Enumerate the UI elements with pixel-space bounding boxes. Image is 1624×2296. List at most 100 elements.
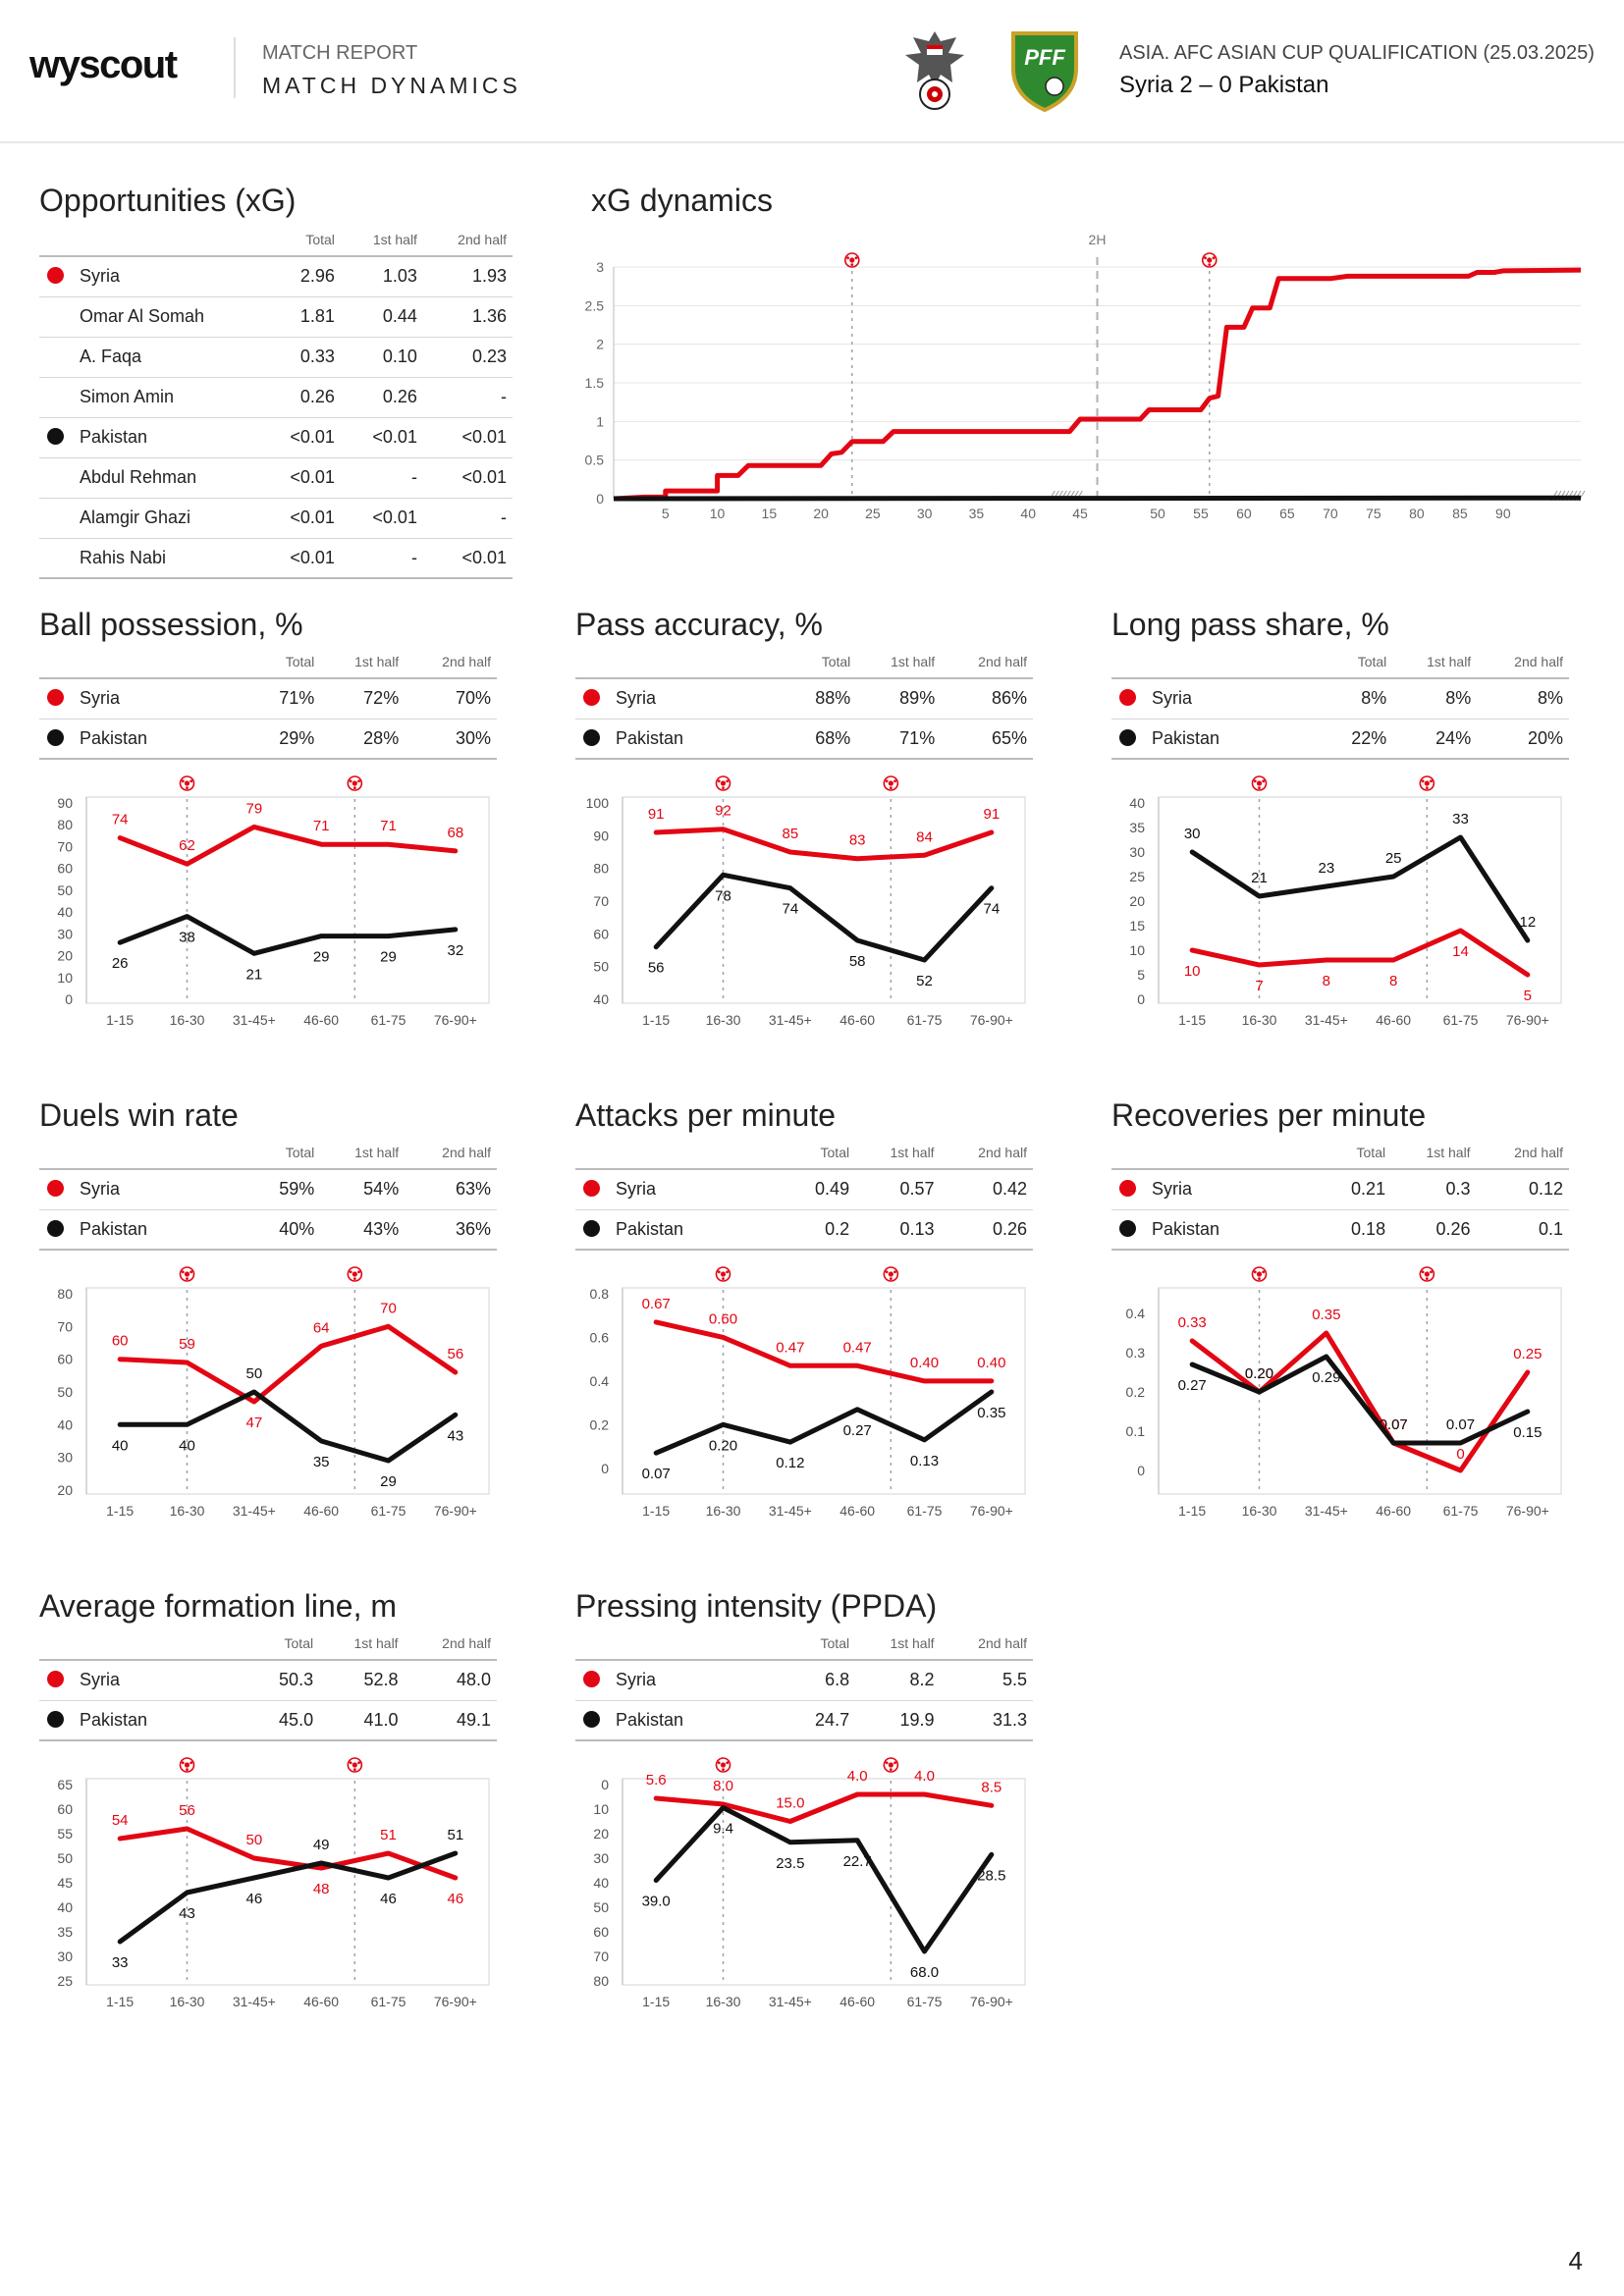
second-half-value: 86% (941, 678, 1033, 720)
syria-data-label: 71 (380, 818, 397, 834)
x-tick-label: 60 (1236, 506, 1252, 521)
y-tick-label: 0 (1137, 991, 1145, 1007)
y-tick-label: 25 (1129, 869, 1145, 884)
y-tick-label: 70 (57, 838, 73, 854)
pakistan-line (653, 1805, 995, 1954)
y-tick-label: 20 (593, 1826, 609, 1842)
x-tick-label: 20 (813, 506, 829, 521)
pakistan-data-label: 0.15 (1513, 1424, 1542, 1441)
ppda-svg: 0 10 20 30 40 50 60 70 80 1-15 16-30 31-45+ 46-60 61-… (593, 1757, 1026, 2009)
table-header-second-half: 2nd half (941, 654, 1033, 679)
y-tick-label: 50 (57, 1850, 73, 1866)
table-row: Alamgir Ghazi <0.01 <0.01- (39, 498, 513, 539)
pass-accuracy-chart: 40 50 60 70 80 90 100 1-15 16-30 31-45+ 46-60 61-75… (568, 775, 1058, 1041)
pff-badge-text: PFF (1024, 45, 1065, 70)
team-name: Pakistan (616, 1218, 684, 1239)
table-header-second-half: 2nd half (404, 1635, 497, 1661)
second-half-value: 70% (405, 678, 497, 720)
pakistan-data-label: 0.07 (1380, 1416, 1408, 1433)
possession-table: Total 1st half 2nd half Syria 71% 72% 70% Pakis… (39, 654, 497, 760)
y-tick-label: 40 (57, 1416, 73, 1432)
syria-data-label: 5 (1524, 988, 1532, 1004)
first-half-value: 0.26 (1391, 1209, 1477, 1251)
y-tick-label: 0.4 (590, 1373, 610, 1389)
y-tick-label: 50 (593, 1899, 609, 1915)
report-kicker: MATCH REPORT (262, 42, 418, 64)
table-row: Syria 71% 72% 70% (39, 678, 497, 720)
total-value: 0.18 (1323, 1209, 1392, 1251)
syria-data-label: 46 (447, 1891, 463, 1907)
x-tick-label: 76-90+ (434, 1012, 477, 1028)
x-tick-label: 31-45+ (233, 1994, 276, 2009)
opportunities-table: Total 1st half 2nd half Syria 2.96 1.03 1.93 Om… (39, 232, 513, 579)
first-half-value: 24% (1392, 719, 1478, 760)
total-value: 88% (786, 678, 857, 720)
x-tick-label: 16-30 (706, 1994, 741, 2009)
syria-data-label: 8 (1389, 973, 1397, 989)
x-tick-label: 70 (1323, 506, 1338, 521)
first-half-value: 72% (320, 678, 406, 720)
total-value: 40% (250, 1209, 321, 1251)
total-value: 0.33 (257, 337, 341, 378)
second-half-value: 0.1 (1476, 1209, 1569, 1251)
x-tick-label: 76-90+ (970, 1503, 1013, 1519)
pakistan-data-label: 40 (179, 1437, 195, 1454)
pakistan-data-label: 21 (1251, 870, 1268, 886)
syria-data-label: 68 (447, 825, 463, 841)
x-tick-label: 61-75 (1443, 1012, 1479, 1028)
goal-soccer-ball-icon (347, 1266, 363, 1282)
x-tick-label: 76-90+ (434, 1503, 477, 1519)
goal-soccer-ball-icon (843, 252, 860, 268)
y-tick-label: 40 (57, 1899, 73, 1915)
y-tick-label: 50 (57, 1384, 73, 1400)
table-row: Syria 0.21 0.3 0.12 (1111, 1169, 1569, 1210)
table-header-name (39, 654, 251, 679)
total-value: 71% (250, 678, 321, 720)
y-tick-label: 70 (593, 1949, 609, 1964)
x-tick-label: 31-45+ (1305, 1503, 1348, 1519)
pakistan-data-label: 0.07 (642, 1466, 671, 1482)
team-name: Pakistan (1152, 1218, 1220, 1239)
y-tick-label: 40 (593, 991, 609, 1007)
pakistan-data-label: 49 (313, 1837, 330, 1853)
goal-soccer-ball-icon (715, 1757, 731, 1773)
ppda-chart: 0 10 20 30 40 50 60 70 80 1-15 16-30 31-45+ 46-60 61-… (568, 1757, 1058, 2022)
pff-crest-icon: PFF (1005, 26, 1084, 114)
y-tick-label: 1 (596, 413, 604, 429)
y-tick-label: 45 (57, 1875, 73, 1891)
long-pass-svg: 0 5 10 15 20 25 30 35 40 1-15 16-30 31-45+ 46-60 61-7… (1129, 775, 1562, 1028)
total-value: <0.01 (257, 538, 341, 579)
syria-data-label: 0.40 (977, 1355, 1005, 1371)
pakistan-data-label: 68.0 (910, 1964, 939, 1981)
pakistan-data-label: 58 (849, 953, 866, 970)
syria-data-label: 15.0 (776, 1795, 804, 1812)
pakistan-data-label: 30 (1184, 826, 1201, 842)
x-tick-label: 61-75 (371, 1503, 406, 1519)
goal-soccer-ball-icon (1251, 775, 1268, 791)
total-value: 2.96 (257, 256, 341, 297)
syria-data-label: 84 (916, 828, 933, 845)
y-tick-label: 2 (596, 337, 604, 352)
x-tick-label: 76-90+ (970, 1994, 1013, 2009)
goal-soccer-ball-icon (179, 1757, 195, 1773)
y-tick-label: 0.4 (1126, 1306, 1146, 1321)
syria-data-label: 0.20 (1245, 1365, 1273, 1382)
goal-soccer-ball-icon (883, 1266, 899, 1282)
second-half-value: - (422, 498, 513, 539)
pakistan-data-label: 22.7 (843, 1853, 872, 1870)
player-name: Simon Amin (80, 387, 175, 406)
y-tick-label: 90 (593, 828, 609, 843)
table-row: Syria 2.96 1.03 1.93 (39, 256, 513, 297)
x-tick-label: 61-75 (907, 1503, 943, 1519)
team-name: Pakistan (80, 1709, 148, 1730)
team-name: Pakistan (80, 427, 148, 447)
section-title-formation: Average formation line, m (39, 1588, 398, 1624)
table-row: Pakistan 45.0 41.0 49.1 (39, 1700, 497, 1741)
pakistan-data-label: 29 (380, 949, 397, 966)
y-tick-label: 0.5 (585, 453, 605, 468)
attacks-table: Total 1st half 2nd half Syria 0.49 0.57 0.42 Pa… (575, 1145, 1033, 1251)
y-tick-label: 0.2 (590, 1416, 610, 1432)
pakistan-data-label: 39.0 (642, 1894, 671, 1910)
total-value: 59% (250, 1169, 321, 1210)
total-value: <0.01 (257, 457, 341, 499)
